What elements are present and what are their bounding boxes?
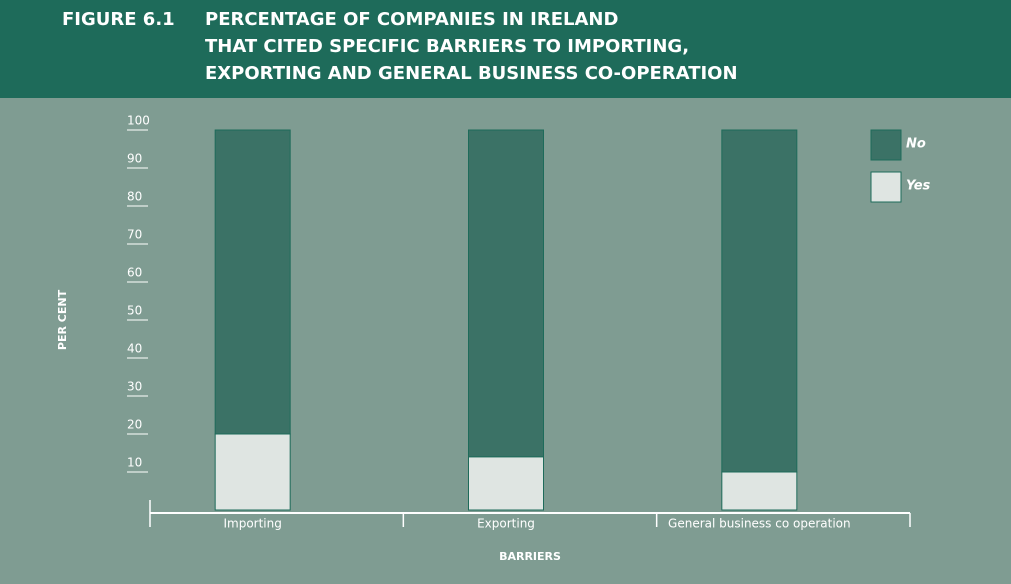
title-line: PERCENTAGE OF COMPANIES IN IRELAND bbox=[205, 9, 618, 30]
figure-label: FIGURE 6.1 bbox=[62, 9, 175, 30]
bar-segment bbox=[468, 129, 544, 458]
y-tick-label: 30 bbox=[127, 380, 142, 394]
y-tick-label: 40 bbox=[127, 342, 142, 356]
y-tick-label: 100 bbox=[127, 114, 150, 128]
y-tick-label: 70 bbox=[127, 228, 142, 242]
legend-swatch bbox=[870, 129, 902, 161]
y-tick-label: 10 bbox=[127, 456, 142, 470]
legend-label: Yes bbox=[906, 179, 931, 194]
y-tick-label: 20 bbox=[127, 418, 142, 432]
bar-segment bbox=[721, 471, 798, 511]
x-axis-title: BARRIERS bbox=[499, 550, 561, 563]
legend-swatch bbox=[870, 171, 902, 203]
y-tick-label: 90 bbox=[127, 152, 142, 166]
bar-segment bbox=[214, 129, 291, 435]
y-tick-label: 60 bbox=[127, 266, 142, 280]
x-tick-label: Exporting bbox=[477, 517, 535, 531]
x-tick-label: General business co operation bbox=[668, 517, 851, 531]
legend-label: No bbox=[906, 137, 926, 152]
bar-segment bbox=[721, 129, 798, 473]
bar-segment bbox=[468, 456, 544, 511]
y-tick-label: 50 bbox=[127, 304, 142, 318]
title-line: EXPORTING AND GENERAL BUSINESS CO-OPERAT… bbox=[205, 63, 738, 84]
y-axis-title: PER CENT bbox=[56, 289, 69, 350]
y-tick-label: 80 bbox=[127, 190, 142, 204]
header bbox=[0, 0, 1011, 98]
title-line: THAT CITED SPECIFIC BARRIERS TO IMPORTIN… bbox=[205, 36, 689, 57]
bar-segment bbox=[214, 433, 291, 511]
x-tick-label: Importing bbox=[223, 517, 281, 531]
